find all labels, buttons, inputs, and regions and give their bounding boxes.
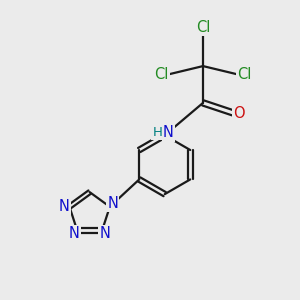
- Text: N: N: [69, 226, 80, 242]
- Text: H: H: [152, 126, 162, 140]
- Text: Cl: Cl: [237, 68, 251, 82]
- Text: Cl: Cl: [154, 68, 169, 82]
- Text: N: N: [100, 226, 110, 242]
- Text: N: N: [163, 125, 174, 140]
- Text: N: N: [59, 199, 70, 214]
- Text: N: N: [107, 196, 118, 211]
- Text: Cl: Cl: [196, 20, 210, 35]
- Text: O: O: [233, 106, 245, 121]
